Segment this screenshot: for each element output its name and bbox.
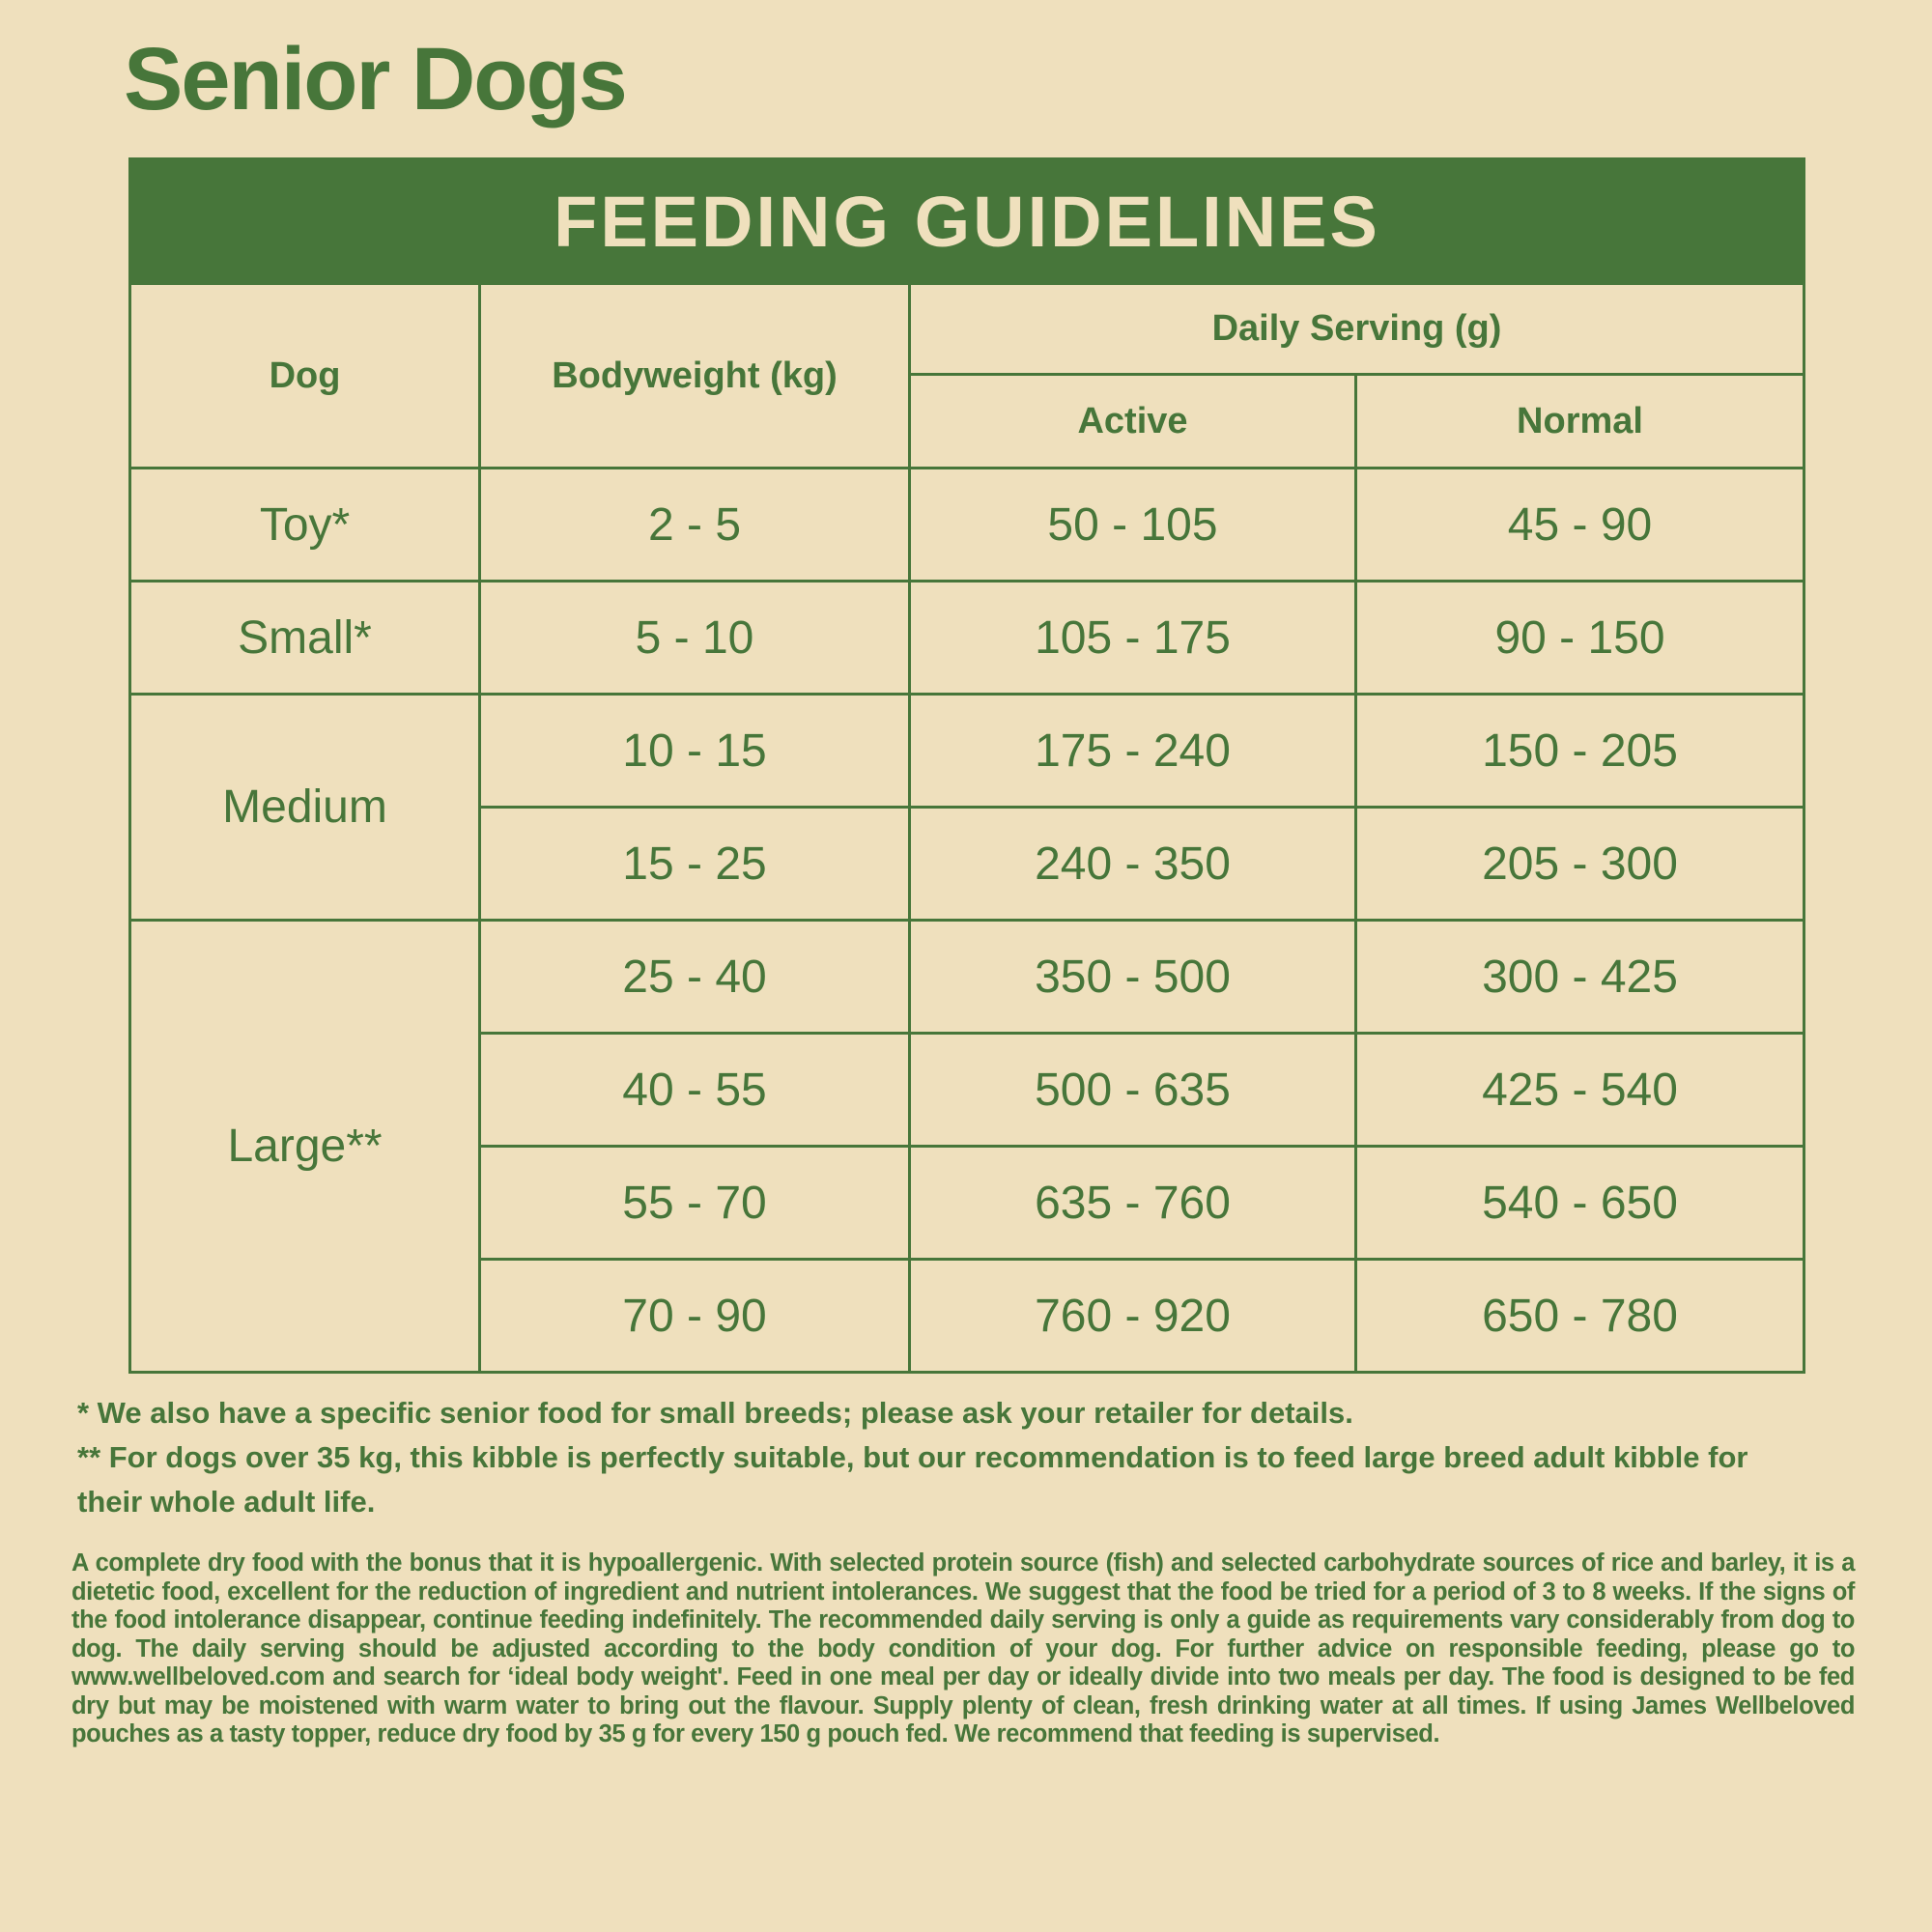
- table-row: Medium 10 - 15 175 - 240 150 - 205: [128, 693, 1806, 922]
- header-active: Active: [908, 373, 1357, 469]
- weight-cell: 70 - 90: [478, 1258, 911, 1374]
- table-row: Large** 25 - 40 350 - 500 300 - 425: [128, 919, 1806, 1374]
- page-title: Senior Dogs: [124, 30, 628, 128]
- active-cell: 350 - 500: [908, 919, 1357, 1035]
- table-row: 15 - 25 240 - 350 205 - 300: [130, 806, 1806, 922]
- weight-cell: 2 - 5: [478, 467, 911, 582]
- header-bodyweight: Bodyweight (kg): [478, 282, 911, 469]
- header-dog: Dog: [128, 282, 481, 469]
- active-cell: 500 - 635: [908, 1032, 1357, 1148]
- weight-cell: 55 - 70: [478, 1145, 911, 1261]
- weight-cell: 10 - 15: [478, 693, 911, 809]
- table-row: 40 - 55 500 - 635 425 - 540: [130, 1032, 1806, 1148]
- table-row: Toy* 2 - 5 50 - 105 45 - 90: [128, 467, 1806, 582]
- normal-cell: 540 - 650: [1353, 1145, 1806, 1261]
- table-row: 70 - 90 760 - 920 650 - 780: [130, 1258, 1806, 1374]
- header-normal: Normal: [1353, 373, 1806, 469]
- active-cell: 760 - 920: [908, 1258, 1357, 1374]
- normal-cell: 90 - 150: [1353, 580, 1806, 696]
- normal-cell: 650 - 780: [1353, 1258, 1806, 1374]
- active-cell: 635 - 760: [908, 1145, 1357, 1261]
- footnotes: * We also have a specific senior food fo…: [77, 1391, 1797, 1524]
- active-cell: 105 - 175: [908, 580, 1357, 696]
- dog-size-cell: Small*: [128, 580, 481, 696]
- active-cell: 240 - 350: [908, 806, 1357, 922]
- footnote: * We also have a specific senior food fo…: [77, 1396, 1353, 1430]
- normal-cell: 205 - 300: [1353, 806, 1806, 922]
- dog-size-cell: Medium: [128, 693, 481, 922]
- normal-cell: 150 - 205: [1353, 693, 1806, 809]
- table-row: Small* 5 - 10 105 - 175 90 - 150: [128, 580, 1806, 696]
- product-description: A complete dry food with the bonus that …: [71, 1549, 1855, 1747]
- normal-cell: 45 - 90: [1353, 467, 1806, 582]
- dog-size-cell: Toy*: [128, 467, 481, 582]
- dog-size-cell: Large**: [128, 919, 481, 1374]
- normal-cell: 425 - 540: [1353, 1032, 1806, 1148]
- weight-cell: 40 - 55: [478, 1032, 911, 1148]
- header-daily-serving: Daily Serving (g): [907, 282, 1806, 376]
- footnote: ** For dogs over 35 kg, this kibble is p…: [77, 1440, 1748, 1519]
- table-row: 55 - 70 635 - 760 540 - 650: [130, 1145, 1806, 1261]
- weight-cell: 5 - 10: [478, 580, 911, 696]
- feeding-guidelines-table: FEEDING GUIDELINES Dog Bodyweight (kg) D…: [128, 157, 1806, 1374]
- weight-cell: 25 - 40: [478, 919, 911, 1035]
- normal-cell: 300 - 425: [1353, 919, 1806, 1035]
- active-cell: 50 - 105: [908, 467, 1357, 582]
- table-banner: FEEDING GUIDELINES: [128, 157, 1806, 285]
- weight-cell: 15 - 25: [478, 806, 911, 922]
- active-cell: 175 - 240: [908, 693, 1357, 809]
